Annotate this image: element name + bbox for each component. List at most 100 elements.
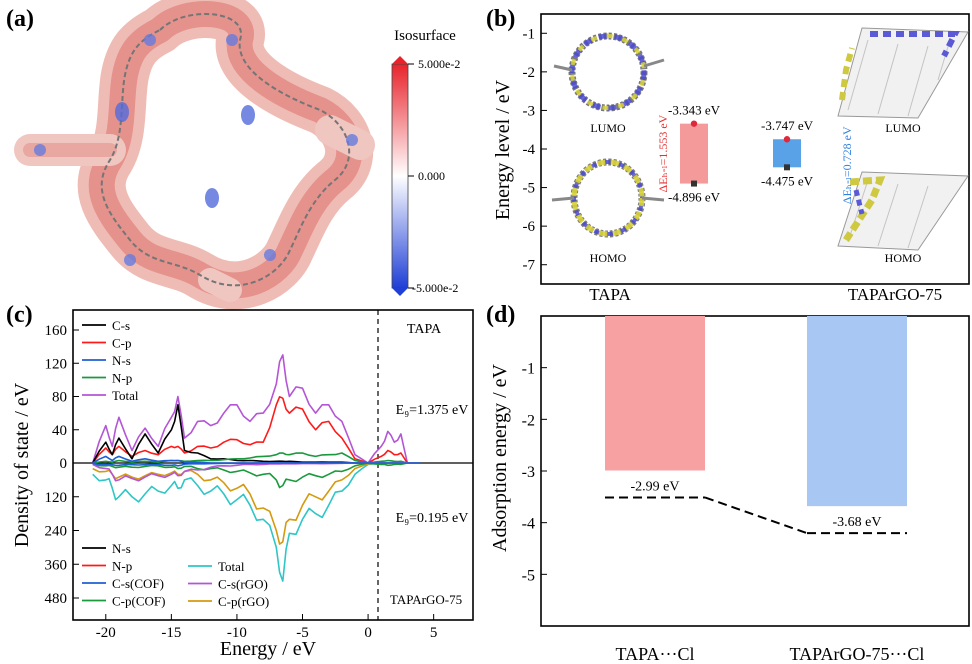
panel-b-right-caption: TAPArGO-75 (848, 285, 942, 304)
panel-c-ytick-label: 80 (52, 390, 67, 406)
tapa-lumo-label: LUMO (590, 121, 626, 135)
panel-d-ytick-label: -2 (522, 412, 535, 429)
panel-c-xtick-label: -15 (161, 625, 181, 641)
rgo-series-total (92, 462, 421, 582)
adsorption-bar-value: -2.99 eV (631, 479, 680, 494)
panel-b-left-caption: TAPA (589, 285, 631, 304)
panel-b-yticks: -1 -2 -3 -4 -5 -6 -7 (523, 26, 547, 274)
homo-value-label: -4.475 eV (761, 173, 814, 188)
adsorption-bar-value: -3.68 eV (833, 515, 882, 530)
colorbar-min-arrow-icon (392, 288, 408, 296)
lumo-value-label: -3.747 eV (761, 118, 814, 133)
panel-c-ticks: -20 -15 -10 -5 0 5 160 120 80 40 0 120 240 360 480 (45, 323, 438, 641)
panel-c-xtick-label: -5 (296, 625, 309, 641)
panel-c-ylabel: Density of state / eV (11, 382, 33, 547)
panel-b-ytick-label: -2 (523, 65, 536, 81)
panel-c-ytick-label: 120 (45, 490, 68, 506)
legend-bottom-label: N-s (112, 541, 131, 556)
panel-d-label: (d) (486, 302, 515, 328)
tapa-series-c-p (92, 396, 421, 464)
panel-b-ytick-label: -4 (523, 142, 536, 158)
rgo-lumo-label: LUMO (885, 121, 921, 135)
bottom-title: TAPArGO-75 (390, 592, 462, 607)
top-gap: E₉=1.375 eV (396, 403, 469, 418)
panel-b: (b) Energy level / eV -1 -2 -3 -4 -5 -6 -7 LUM… (486, 6, 970, 304)
panel-c-xtick-label: -10 (227, 625, 247, 641)
adsorption-bar-1 (807, 316, 907, 507)
energy-connector-line (704, 496, 808, 535)
panel-c-ytick-label: 160 (45, 323, 68, 339)
legend-top-label: C-p (112, 336, 132, 351)
panel-a: (a) Isosurface (6, 0, 460, 310)
rgo-series-c-s-rgo- (92, 462, 421, 482)
gap-bar-rgo (773, 139, 801, 168)
gap-bar-tapa (680, 123, 708, 184)
dos-legend: C-s C-p N-s N-p Total N-s N-p C-s(COF) C-p(COF) T… (82, 318, 269, 609)
panel-a-label: (a) (6, 6, 34, 32)
panel-b-ytick-label: -1 (523, 26, 536, 42)
colorbar-mid-label: 0.000 (418, 169, 445, 183)
lumo-marker (690, 120, 698, 127)
legend-bottom-label: Total (218, 559, 245, 574)
legend-bottom-label: C-s(COF) (112, 576, 164, 591)
panel-c-xtick-label: 0 (364, 625, 372, 641)
colorbar-max-label: 5.000e-2 (418, 57, 460, 71)
adsorption-bar-0 (605, 316, 705, 471)
dos-curves (91, 354, 421, 582)
panel-c-xtick-label: -20 (96, 625, 116, 641)
panel-d-ytick-label: -1 (522, 361, 535, 378)
tapa-homo-label: HOMO (590, 251, 627, 265)
legend-bottom-label: N-p (112, 559, 132, 574)
tapa-lumo-orbital-icon (553, 32, 665, 112)
homo-marker (784, 164, 790, 171)
tapa-homo-orbital-icon (551, 158, 665, 238)
panel-c-ytick-label: 0 (60, 456, 68, 472)
legend-bottom-label: C-s(rGO) (218, 577, 268, 592)
panel-b-ytick-label: -7 (523, 258, 536, 274)
panel-d-ytick-label: -5 (522, 567, 535, 584)
lumo-value-label: -3.343 eV (668, 103, 721, 118)
panel-c-ytick-label: 40 (52, 423, 67, 439)
tapa-cof-esp-surface-icon (14, 0, 375, 310)
panel-c-xtick-label: 5 (430, 625, 438, 641)
panel-c-ytick-label: 120 (45, 356, 68, 372)
panel-c: (c) Density of state / eV Energy / eV -2… (6, 302, 474, 660)
panel-b-ytick-label: -6 (523, 219, 536, 235)
tapa-series-total (91, 354, 421, 464)
legend-top-label: C-s (112, 318, 130, 333)
legend-bottom-label: C-p(COF) (112, 594, 165, 609)
lumo-marker (783, 136, 791, 143)
colorbar-max-arrow-icon (392, 56, 408, 64)
panel-c-ytick-label: 240 (45, 524, 68, 540)
panel-b-ytick-label: -3 (523, 103, 536, 119)
panel-d-ytick-label: -4 (522, 516, 535, 533)
panel-c-ytick-label: 480 (45, 591, 68, 607)
isosurface-colorbar (391, 63, 409, 289)
gap-value-label: ΔEₕ-ₗ=0.728 eV (840, 126, 854, 204)
rgo-lumo-orbital-icon (837, 27, 969, 119)
colorbar-min-label: -5.000e-2 (412, 281, 458, 295)
rgo-homo-orbital-icon (837, 171, 969, 251)
panel-c-xlabel: Energy / eV (220, 638, 317, 660)
adsorption-category-label: TAPArGO-75···Cl (790, 644, 925, 664)
legend-bottom-label: C-p(rGO) (218, 594, 269, 609)
panel-c-label: (c) (6, 302, 33, 328)
rgo-series-c-s-cof- (92, 462, 421, 467)
panel-c-frame (72, 309, 474, 621)
panel-d-ytick-label: -3 (522, 464, 535, 481)
gap-value-label: ΔEₕ-ₗ=1.553 eV (656, 114, 670, 192)
homo-value-label: -4.896 eV (668, 190, 721, 205)
legend-top-label: Total (112, 388, 139, 403)
bottom-gap: E₉=0.195 eV (396, 511, 469, 526)
rgo-series-c-p-cof- (92, 462, 421, 489)
rgo-homo-label: HOMO (885, 251, 922, 265)
top-title: TAPA (407, 322, 442, 337)
panel-c-ytick-label: 360 (45, 557, 68, 573)
legend-top-label: N-s (112, 353, 131, 368)
panel-b-ytick-label: -5 (523, 181, 536, 197)
adsorption-category-label: TAPA···Cl (616, 644, 695, 664)
colorbar-title: Isosurface (394, 28, 456, 44)
adsorption-bar-chart: -1 -2 -3 -4 -5 -2.99 eV TAPA···Cl -3.68 eV TAPAr… (522, 316, 925, 664)
panel-b-ylabel: Energy level / eV (492, 79, 514, 220)
